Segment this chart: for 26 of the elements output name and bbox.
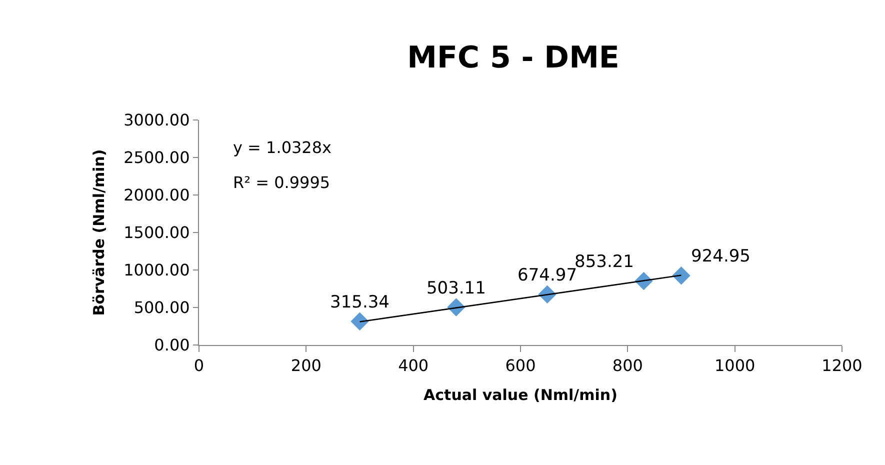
y-tick-label: 1000.00	[124, 260, 190, 280]
annotation: R² = 0.9995	[233, 173, 330, 192]
y-tick-label: 0.00	[154, 336, 190, 355]
data-label: 924.95	[691, 246, 750, 267]
y-tick-label: 1500.00	[124, 223, 190, 242]
x-tick-label: 0	[194, 356, 204, 376]
x-axis-title: Actual value (Nml/min)	[424, 386, 618, 404]
point	[672, 266, 690, 285]
x-tick-label: 200	[290, 356, 322, 376]
data-label: 674.97	[518, 265, 578, 286]
x-tick-label: 600	[505, 356, 536, 376]
data-label: 315.34	[330, 292, 390, 312]
x-tick-label: 400	[398, 356, 429, 376]
data-label: 503.11	[426, 278, 486, 298]
y-tick-label: 500.00	[134, 298, 190, 318]
x-tick-label: 1200	[822, 356, 862, 376]
y-axis-title: Börvärde (Nml/min)	[90, 149, 108, 316]
x-tick-label: 1000	[714, 356, 756, 376]
y-tick-label: 2500.00	[124, 148, 190, 168]
point	[350, 312, 369, 330]
data-label: 853.21	[574, 252, 634, 272]
chart-title: MFC 5 - DME	[407, 40, 620, 76]
annotation: y = 1.0328x	[233, 138, 332, 157]
x-tick-label: 800	[612, 356, 643, 376]
y-tick-label: 3000.00	[124, 110, 190, 130]
y-tick-label: 2000.00	[124, 186, 190, 205]
